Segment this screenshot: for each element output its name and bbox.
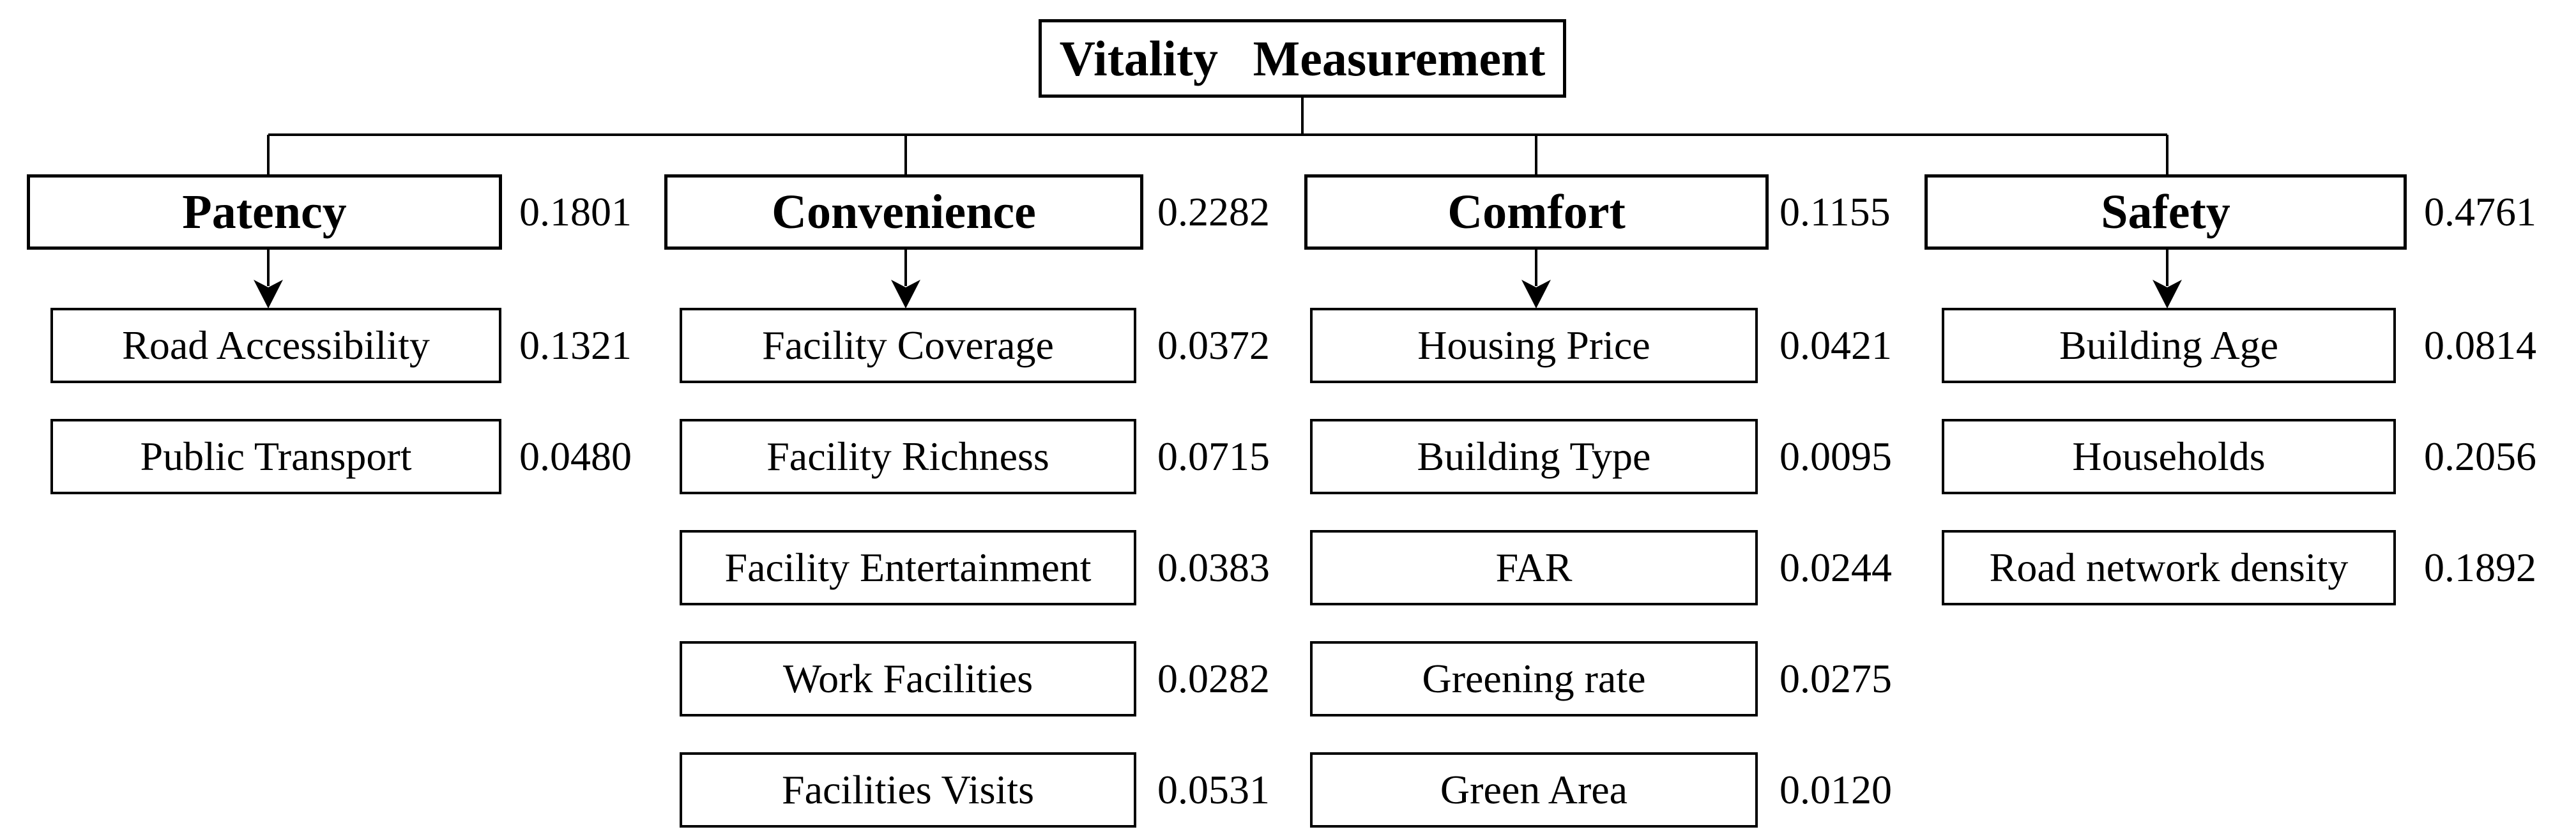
arrow-down-icon [254,280,283,308]
indicator-node-facility-coverage: Facility Coverage [680,308,1136,383]
indicator-weight-building-type: 0.0095 [1780,434,1892,479]
indicator-weight-facility-coverage: 0.0372 [1157,322,1270,368]
root-node-title: Vitality Measurement [1039,19,1566,98]
indicator-node-road-accessibility: Road Accessibility [50,308,501,383]
category-node-patency: Patency [27,174,502,250]
indicator-weight-facilities-visits: 0.0531 [1157,767,1270,812]
indicator-node-households: Households [1942,419,2396,494]
indicator-weight-housing-price: 0.0421 [1780,322,1892,368]
indicator-node-facility-entertainment: Facility Entertainment [680,530,1136,605]
indicator-weight-road-network-density: 0.1892 [2424,545,2536,590]
category-node-safety: Safety [1924,174,2407,250]
indicator-weight-households: 0.2056 [2424,434,2536,479]
indicator-weight-facility-entertainment: 0.0383 [1157,545,1270,590]
indicator-node-greening-rate: Greening rate [1310,641,1758,716]
indicator-weight-green-area: 0.0120 [1780,767,1892,812]
indicator-weight-greening-rate: 0.0275 [1780,656,1892,701]
indicator-node-green-area: Green Area [1310,752,1758,828]
indicator-node-building-type: Building Type [1310,419,1758,494]
indicator-weight-public-transport: 0.0480 [519,434,632,479]
category-node-comfort: Comfort [1304,174,1769,250]
category-weight-patency: 0.1801 [519,189,632,234]
indicator-node-facilities-visits: Facilities Visits [680,752,1136,828]
indicator-weight-building-age: 0.0814 [2424,322,2536,368]
indicator-node-public-transport: Public Transport [50,419,501,494]
indicator-weight-road-accessibility: 0.1321 [519,322,632,368]
category-node-convenience: Convenience [664,174,1143,250]
arrow-down-icon [1521,280,1551,308]
indicator-weight-work-facilities: 0.0282 [1157,656,1270,701]
category-weight-safety: 0.4761 [2424,189,2536,234]
category-weight-convenience: 0.2282 [1157,189,1270,234]
indicator-node-building-age: Building Age [1942,308,2396,383]
arrow-down-icon [891,280,920,308]
indicator-node-far: FAR [1310,530,1758,605]
indicator-node-work-facilities: Work Facilities [680,641,1136,716]
indicator-node-road-network-density: Road network density [1942,530,2396,605]
indicator-node-facility-richness: Facility Richness [680,419,1136,494]
indicator-weight-facility-richness: 0.0715 [1157,434,1270,479]
arrow-down-icon [2153,280,2182,308]
indicator-weight-far: 0.0244 [1780,545,1892,590]
category-weight-comfort: 0.1155 [1780,189,1891,234]
indicator-node-housing-price: Housing Price [1310,308,1758,383]
